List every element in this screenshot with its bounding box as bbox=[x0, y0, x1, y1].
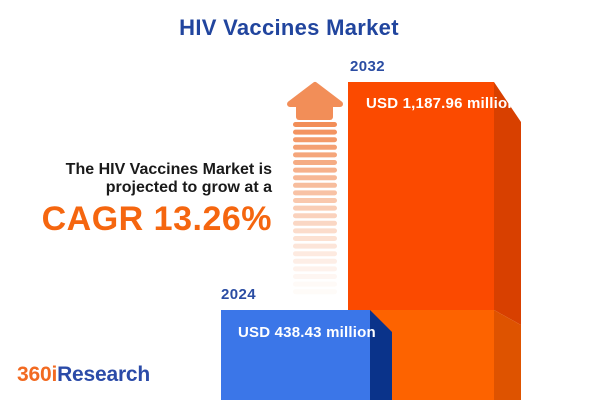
arrow-stripe bbox=[293, 160, 337, 165]
arrow-stripe bbox=[293, 274, 337, 279]
bar-2024-side bbox=[370, 310, 392, 400]
company-logo: 360iResearch bbox=[17, 363, 150, 387]
arrow-stripe bbox=[293, 251, 337, 257]
arrow-stripe bbox=[293, 190, 337, 196]
arrow-stripe bbox=[293, 266, 337, 272]
growth-annotation: The HIV Vaccines Market is projected to … bbox=[42, 161, 272, 236]
arrow-stripe bbox=[293, 129, 337, 135]
arrow-stripe bbox=[293, 152, 337, 158]
arrow-stripe bbox=[293, 213, 337, 219]
arrow-stripe bbox=[293, 228, 337, 234]
year-label-2032: 2032 bbox=[350, 58, 385, 75]
cagr-value: CAGR 13.26% bbox=[41, 200, 272, 238]
growth-arrow-icon bbox=[287, 82, 343, 295]
arrow-shoulder bbox=[296, 103, 333, 120]
arrow-stripe bbox=[293, 198, 337, 203]
bar-2032-side-upper bbox=[494, 82, 521, 325]
arrow-stripe bbox=[293, 175, 337, 181]
annotation-line-1: The HIV Vaccines Market is bbox=[65, 161, 272, 178]
arrow-stripe bbox=[293, 281, 337, 287]
arrow-stripe bbox=[293, 137, 337, 143]
bar-2024-front bbox=[221, 310, 370, 400]
annotation-line-2: projected to grow at a bbox=[105, 179, 272, 196]
arrow-stripe bbox=[293, 167, 337, 173]
year-label-2024: 2024 bbox=[221, 286, 256, 303]
logo-360i: 360i bbox=[17, 363, 58, 386]
arrow-stripe bbox=[293, 243, 337, 249]
arrow-stripe bbox=[293, 182, 337, 188]
bar-2032-front-upper bbox=[348, 82, 494, 310]
arrow-stripes bbox=[293, 122, 337, 295]
arrow-stripe bbox=[293, 220, 337, 226]
bar-value-2024: USD 438.43 million bbox=[238, 324, 376, 341]
arrow-stripe bbox=[293, 205, 337, 211]
bar-value-2032: USD 1,187.96 million bbox=[366, 95, 517, 112]
page-title: HIV Vaccines Market bbox=[179, 15, 399, 40]
arrow-stripe bbox=[293, 122, 337, 127]
bar-2032-side-lower bbox=[494, 310, 521, 400]
logo-research: Research bbox=[57, 363, 151, 386]
arrow-stripe bbox=[293, 289, 337, 295]
arrow-head-icon bbox=[287, 82, 343, 107]
arrow-stripe bbox=[293, 236, 337, 241]
arrow-stripe bbox=[293, 258, 337, 264]
arrow-stripe bbox=[293, 144, 337, 150]
